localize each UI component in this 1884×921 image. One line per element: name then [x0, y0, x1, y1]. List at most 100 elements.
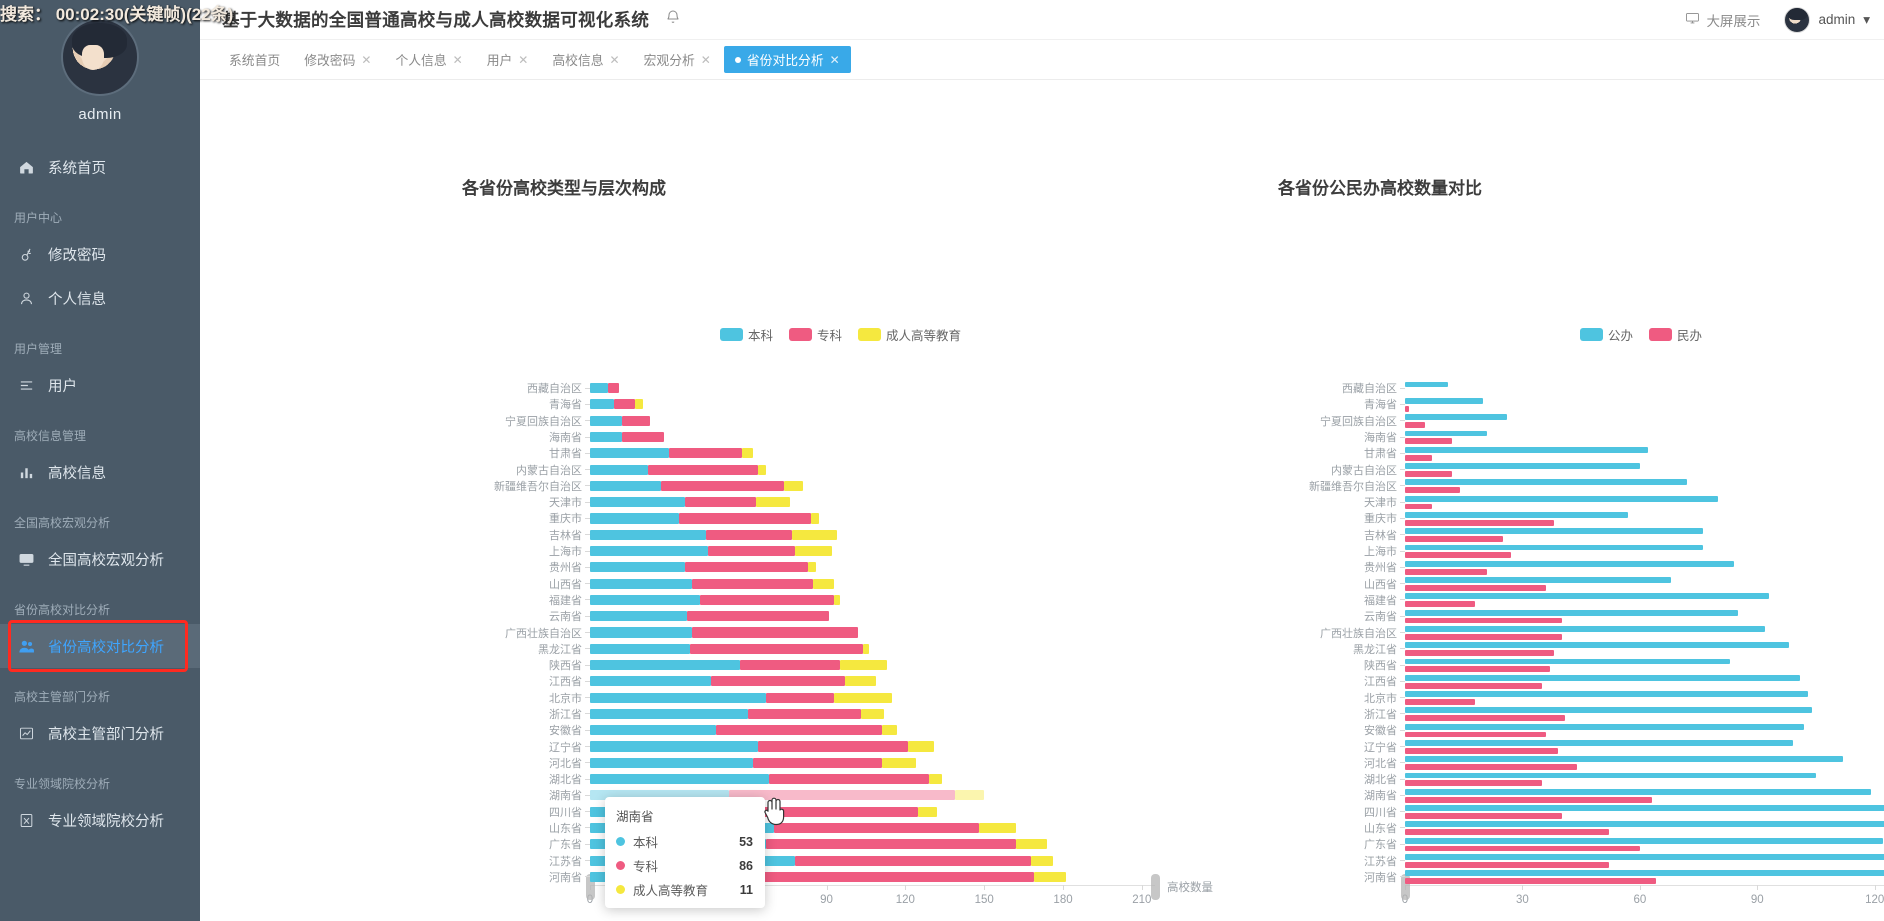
bar[interactable]: [1405, 487, 1460, 494]
bar[interactable]: [1405, 707, 1813, 714]
datazoom-handle-1[interactable]: [1151, 874, 1160, 900]
legend-item-0[interactable]: 公办: [1580, 325, 1633, 344]
bar[interactable]: [1405, 405, 1409, 412]
bar-segment[interactable]: [834, 594, 840, 605]
bar-segment[interactable]: [687, 611, 830, 622]
bar-segment[interactable]: [929, 774, 943, 785]
bar[interactable]: [1405, 740, 1793, 746]
bar[interactable]: [1405, 552, 1511, 559]
sidebar-item-2-0[interactable]: 高校信息: [0, 450, 200, 494]
bar[interactable]: [1405, 430, 1488, 437]
bar[interactable]: [1405, 845, 1640, 852]
bar-segment[interactable]: [590, 757, 753, 768]
bar-segment[interactable]: [955, 790, 985, 801]
bar[interactable]: [1405, 764, 1578, 771]
bar-segment[interactable]: [590, 480, 661, 491]
bar[interactable]: [1405, 633, 1562, 640]
tab-close-icon[interactable]: ✕: [452, 52, 463, 67]
sidebar-item-3-0[interactable]: 全国高校宏观分析: [0, 537, 200, 581]
bar[interactable]: [1405, 731, 1546, 738]
bar[interactable]: [1405, 503, 1433, 510]
tab-0[interactable]: 系统首页: [218, 46, 291, 73]
bar[interactable]: [1405, 568, 1488, 575]
user-menu[interactable]: admin ▾: [1784, 6, 1870, 33]
bar-segment[interactable]: [590, 448, 669, 459]
tab-4[interactable]: 高校信息 ✕: [541, 46, 630, 73]
bar[interactable]: [1405, 870, 1884, 877]
bar-segment[interactable]: [613, 399, 635, 410]
bar[interactable]: [1405, 577, 1672, 583]
bar-segment[interactable]: [590, 594, 701, 605]
bar[interactable]: [1405, 861, 1609, 868]
sidebar-item-4-0[interactable]: 省份高校对比分析: [0, 624, 200, 668]
bar[interactable]: [1405, 642, 1789, 649]
bar[interactable]: [1405, 829, 1609, 836]
bar-segment[interactable]: [768, 774, 929, 785]
bar-segment[interactable]: [692, 627, 859, 638]
bar[interactable]: [1405, 854, 1884, 860]
bar[interactable]: [1405, 788, 1871, 795]
bar-segment[interactable]: [710, 676, 845, 687]
bar[interactable]: [1405, 536, 1503, 542]
bar[interactable]: [1405, 609, 1738, 616]
bar-segment[interactable]: [766, 839, 1016, 850]
bar-segment[interactable]: [590, 383, 609, 394]
bar-segment[interactable]: [590, 464, 648, 475]
bar-segment[interactable]: [621, 431, 664, 443]
bar[interactable]: [1405, 584, 1546, 591]
bar-segment[interactable]: [881, 725, 898, 736]
bar-segment[interactable]: [684, 497, 756, 508]
bar[interactable]: [1405, 715, 1566, 722]
datazoom-handle-0[interactable]: [586, 874, 595, 900]
bell-icon[interactable]: [665, 9, 681, 30]
bar-segment[interactable]: [813, 578, 835, 589]
bar-segment[interactable]: [634, 399, 643, 410]
sidebar-item-6-0[interactable]: 专业领域院校分析: [0, 798, 200, 842]
bar-segment[interactable]: [907, 741, 935, 752]
bar[interactable]: [1405, 796, 1652, 803]
tab-close-icon[interactable]: ✕: [361, 52, 372, 67]
bar-segment[interactable]: [918, 806, 937, 817]
bar-segment[interactable]: [766, 692, 835, 703]
bar[interactable]: [1405, 674, 1801, 681]
bar-segment[interactable]: [590, 562, 685, 573]
bar-segment[interactable]: [747, 708, 861, 719]
bar-segment[interactable]: [755, 497, 790, 508]
bar[interactable]: [1405, 470, 1452, 477]
bar-segment[interactable]: [684, 562, 809, 573]
bar-segment[interactable]: [679, 513, 811, 524]
tab-6[interactable]: 省份对比分析 ✕: [723, 46, 851, 73]
bar-segment[interactable]: [608, 383, 619, 394]
bar-segment[interactable]: [773, 822, 979, 834]
bar[interactable]: [1405, 837, 1883, 844]
bar[interactable]: [1405, 528, 1703, 535]
bar-segment[interactable]: [668, 448, 743, 459]
bar-segment[interactable]: [590, 399, 614, 410]
bar[interactable]: [1405, 519, 1554, 526]
bar[interactable]: [1405, 414, 1507, 421]
tab-3[interactable]: 用户 ✕: [476, 46, 540, 73]
sidebar-item-0-0[interactable]: 修改密码: [0, 232, 200, 276]
bar[interactable]: [1405, 446, 1648, 453]
bar-segment[interactable]: [689, 643, 864, 654]
bar[interactable]: [1405, 495, 1719, 502]
bar-segment[interactable]: [692, 578, 814, 589]
datazoom-handle-0[interactable]: [1401, 874, 1410, 900]
bar-segment[interactable]: [621, 415, 651, 426]
bar-segment[interactable]: [590, 545, 709, 557]
tab-close-icon[interactable]: ✕: [609, 52, 620, 67]
bar-segment[interactable]: [752, 757, 882, 768]
tab-5[interactable]: 宏观分析 ✕: [633, 46, 722, 73]
bar-segment[interactable]: [739, 660, 840, 671]
bar[interactable]: [1405, 454, 1433, 461]
bar-segment[interactable]: [590, 643, 690, 654]
bar-segment[interactable]: [660, 480, 785, 491]
bar-segment[interactable]: [745, 871, 1035, 882]
bar[interactable]: [1405, 511, 1629, 518]
bar-segment[interactable]: [810, 513, 819, 524]
bar[interactable]: [1405, 593, 1770, 600]
bar[interactable]: [1405, 658, 1730, 665]
bar-segment[interactable]: [860, 708, 885, 719]
legend-item-0[interactable]: 本科: [720, 325, 773, 344]
bar[interactable]: [1405, 682, 1542, 689]
